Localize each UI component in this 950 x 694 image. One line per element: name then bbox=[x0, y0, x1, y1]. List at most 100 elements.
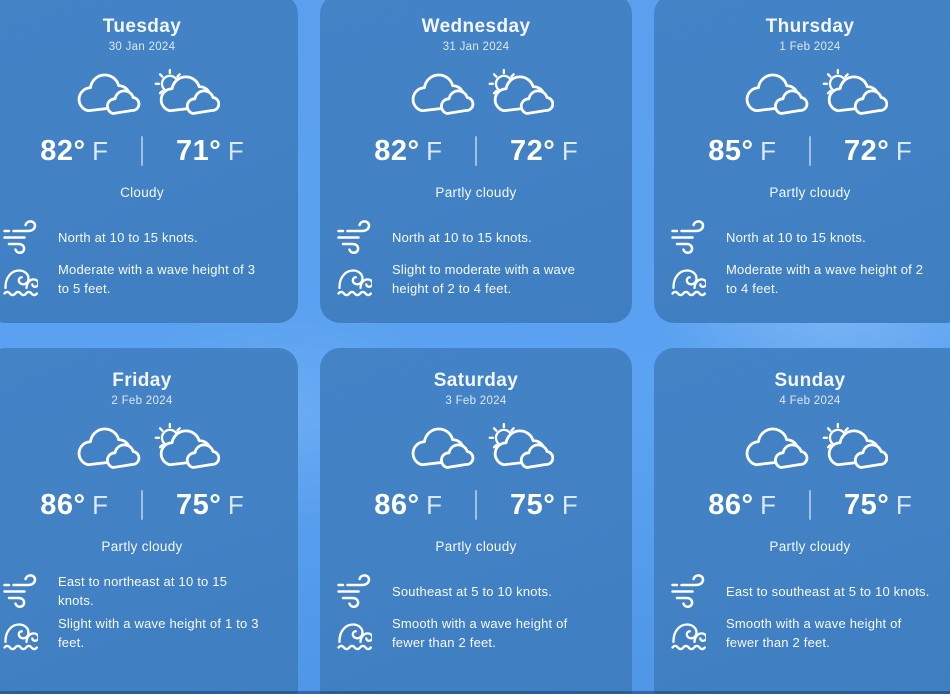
waves-icon bbox=[2, 260, 38, 298]
wind-icon bbox=[336, 574, 372, 608]
day-title: Friday bbox=[112, 370, 172, 391]
day-title: Thursday bbox=[765, 16, 855, 37]
sea-text: Moderate with a wave height of 2 to 4 fe… bbox=[726, 262, 924, 296]
high-temperature: 82 ° F bbox=[374, 135, 442, 167]
high-temperature: 86 ° F bbox=[40, 489, 108, 521]
partly-cloudy-icon bbox=[822, 422, 888, 469]
temperature-row: 82 ° F 71 ° F bbox=[10, 135, 274, 167]
waves-icon bbox=[670, 614, 706, 652]
temp-unit: F bbox=[561, 490, 578, 520]
high-temp-value: 86 bbox=[374, 489, 408, 521]
wind-detail-row: Southeast at 5 to 10 knots. bbox=[336, 572, 608, 610]
wind-text: North at 10 to 15 knots. bbox=[726, 229, 866, 245]
sea-text: Smooth with a wave height of fewer than … bbox=[392, 616, 568, 650]
temp-unit: F bbox=[92, 490, 108, 520]
low-temp-value: 72 bbox=[844, 135, 878, 167]
partly-cloudy-icon bbox=[822, 68, 888, 115]
wind-text: East to northeast at 10 to 15 knots. bbox=[58, 574, 228, 608]
low-temperature: 72 ° F bbox=[844, 135, 912, 167]
high-temp-value: 82 bbox=[40, 135, 74, 167]
high-temp-value: 86 bbox=[40, 489, 74, 521]
waves-icon bbox=[2, 614, 38, 652]
low-temp-value: 71 bbox=[176, 135, 210, 167]
high-temperature: 82 ° F bbox=[40, 135, 108, 167]
cloudy-icon bbox=[411, 73, 475, 115]
temperature-row: 82 ° F 72 ° F bbox=[344, 135, 608, 167]
low-temp-value: 75 bbox=[176, 489, 210, 521]
sea-detail-row: Moderate with a wave height of 3 to 5 fe… bbox=[2, 260, 274, 298]
forecast-card[interactable]: Wednesday 31 Jan 2024 bbox=[320, 0, 632, 323]
condition-label: Partly cloudy bbox=[435, 539, 517, 554]
low-temp-value: 72 bbox=[510, 135, 544, 167]
temp-unit: F bbox=[760, 490, 776, 520]
sea-detail-row: Slight to moderate with a wave height of… bbox=[336, 260, 608, 298]
temperature-divider bbox=[141, 490, 143, 520]
wind-detail-row: East to southeast at 5 to 10 knots. bbox=[670, 572, 942, 610]
forecast-card[interactable]: Tuesday 30 Jan 2024 bbox=[0, 0, 298, 323]
low-temp-value: 75 bbox=[510, 489, 544, 521]
sea-text: Smooth with a wave height of fewer than … bbox=[726, 616, 902, 650]
partly-cloudy-icon bbox=[154, 422, 220, 469]
low-temperature: 71 ° F bbox=[176, 135, 244, 167]
partly-cloudy-icon bbox=[488, 422, 554, 469]
condition-label: Partly cloudy bbox=[769, 539, 851, 554]
waves-icon bbox=[336, 260, 372, 298]
temp-unit: F bbox=[895, 490, 912, 520]
sea-detail-row: Moderate with a wave height of 2 to 4 fe… bbox=[670, 260, 942, 298]
temperature-row: 85 ° F 72 ° F bbox=[678, 135, 942, 167]
temperature-divider bbox=[475, 490, 477, 520]
wind-detail-row: North at 10 to 15 knots. bbox=[2, 218, 274, 256]
condition-label: Partly cloudy bbox=[769, 185, 851, 200]
waves-icon bbox=[336, 614, 372, 652]
temp-unit: F bbox=[227, 490, 244, 520]
condition-label: Cloudy bbox=[120, 185, 164, 200]
low-temperature: 72 ° F bbox=[510, 135, 578, 167]
date-label: 2 Feb 2024 bbox=[111, 395, 173, 407]
wind-text: Southeast at 5 to 10 knots. bbox=[392, 583, 553, 599]
sea-text: Slight to moderate with a wave height of… bbox=[392, 262, 576, 296]
low-temperature: 75 ° F bbox=[510, 489, 578, 521]
day-title: Saturday bbox=[433, 370, 519, 391]
sea-detail-row: Smooth with a wave height of fewer than … bbox=[336, 614, 608, 652]
cloudy-icon bbox=[77, 427, 141, 469]
wind-icon bbox=[336, 220, 372, 254]
high-temperature: 85 ° F bbox=[708, 135, 776, 167]
low-temperature: 75 ° F bbox=[176, 489, 244, 521]
temperature-divider bbox=[809, 136, 811, 166]
date-label: 4 Feb 2024 bbox=[779, 395, 841, 407]
temp-unit: F bbox=[426, 490, 442, 520]
wind-detail-row: North at 10 to 15 knots. bbox=[336, 218, 608, 256]
condition-label: Partly cloudy bbox=[101, 539, 183, 554]
low-temp-value: 75 bbox=[844, 489, 878, 521]
wind-text: North at 10 to 15 knots. bbox=[392, 229, 532, 245]
date-label: 1 Feb 2024 bbox=[779, 41, 841, 53]
wind-icon bbox=[2, 574, 38, 608]
forecast-card[interactable]: Saturday 3 Feb 2024 bbox=[320, 348, 632, 694]
cloudy-icon bbox=[77, 73, 141, 115]
sea-detail-row: Smooth with a wave height of fewer than … bbox=[670, 614, 942, 652]
day-title: Wednesday bbox=[421, 16, 531, 37]
temp-unit: F bbox=[895, 136, 912, 166]
forecast-card[interactable]: Sunday 4 Feb 2024 bbox=[654, 348, 950, 694]
forecast-card[interactable]: Friday 2 Feb 2024 bbox=[0, 348, 298, 694]
partly-cloudy-icon bbox=[154, 68, 220, 115]
temperature-row: 86 ° F 75 ° F bbox=[344, 489, 608, 521]
wind-text: North at 10 to 15 knots. bbox=[58, 229, 198, 245]
sea-text: Slight with a wave height of 1 to 3 feet… bbox=[58, 616, 259, 650]
temperature-divider bbox=[475, 136, 477, 166]
forecast-card[interactable]: Thursday 1 Feb 2024 bbox=[654, 0, 950, 323]
temperature-divider bbox=[141, 136, 143, 166]
temperature-row: 86 ° F 75 ° F bbox=[10, 489, 274, 521]
day-title: Sunday bbox=[774, 370, 846, 391]
wind-detail-row: East to northeast at 10 to 15 knots. bbox=[2, 572, 274, 610]
partly-cloudy-icon bbox=[488, 68, 554, 115]
day-title: Tuesday bbox=[102, 16, 182, 37]
high-temperature: 86 ° F bbox=[374, 489, 442, 521]
high-temperature: 86 ° F bbox=[708, 489, 776, 521]
temp-unit: F bbox=[92, 136, 108, 166]
date-label: 31 Jan 2024 bbox=[442, 41, 510, 53]
temp-unit: F bbox=[760, 136, 776, 166]
sea-text: Moderate with a wave height of 3 to 5 fe… bbox=[58, 262, 256, 296]
high-temp-value: 82 bbox=[374, 135, 408, 167]
